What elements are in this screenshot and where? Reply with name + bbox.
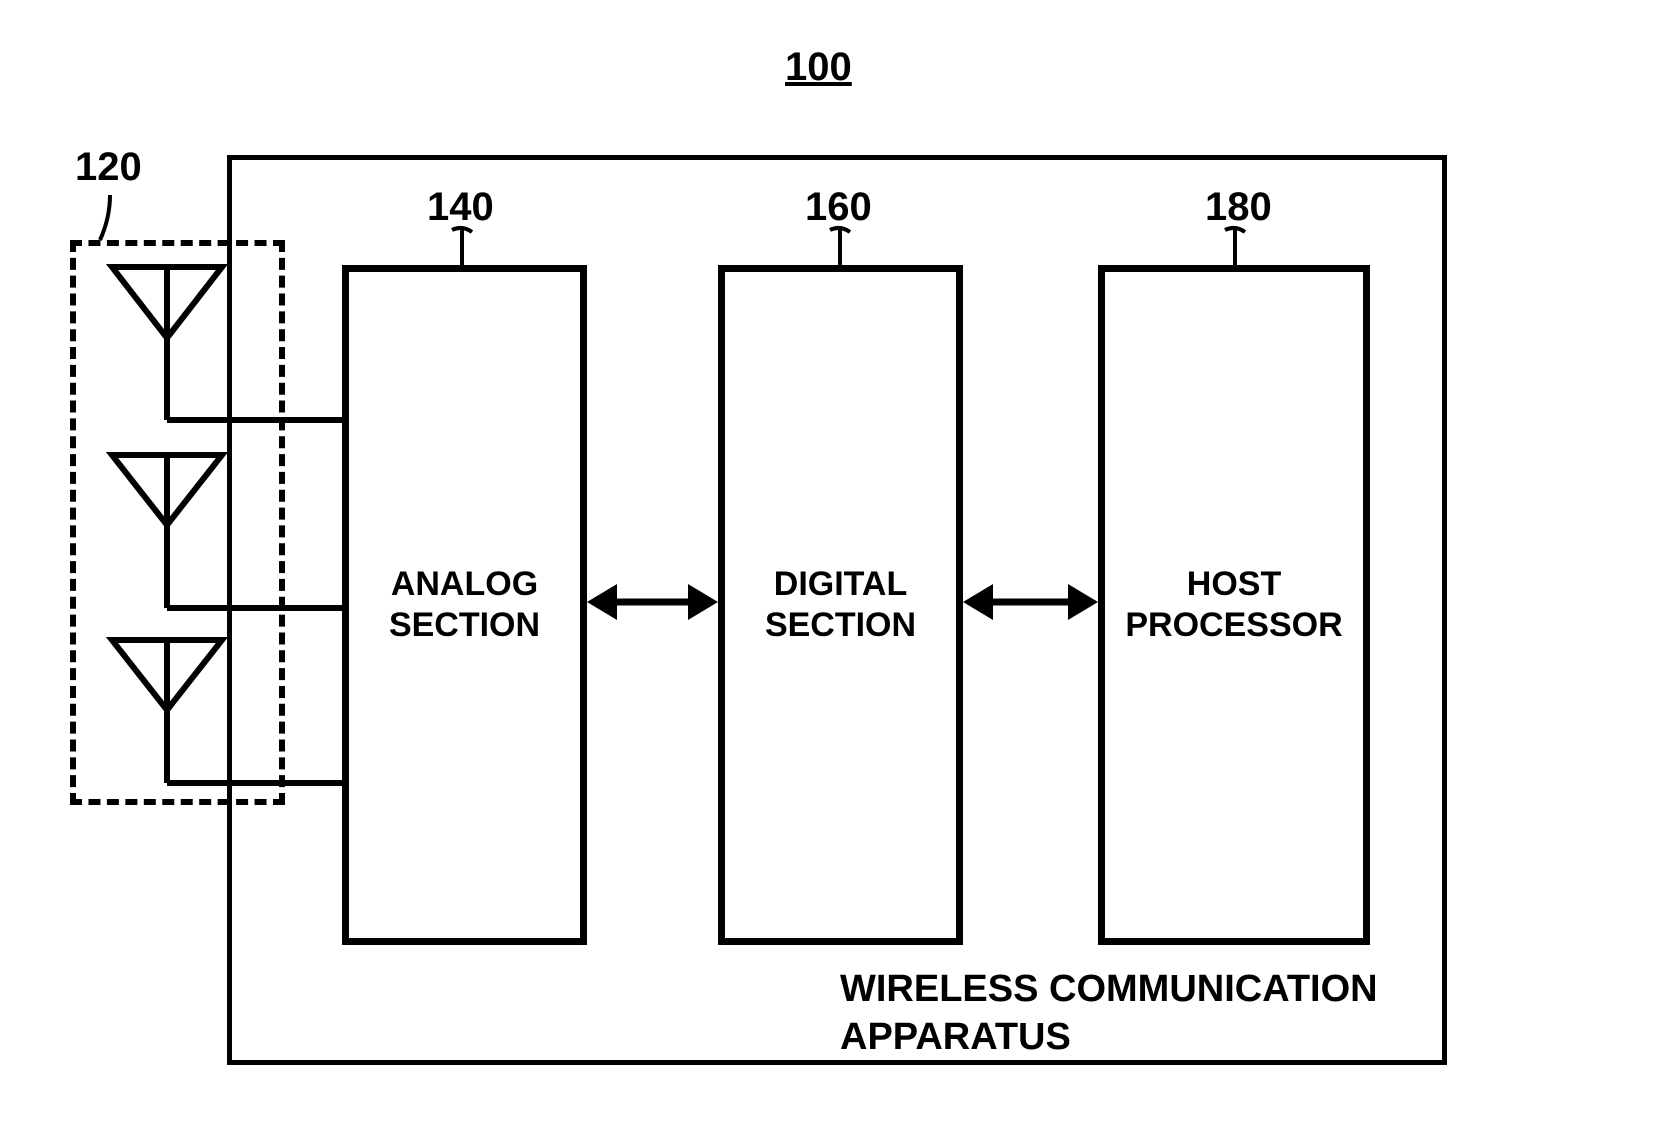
antenna-3-icon (0, 0, 1662, 1148)
apparatus-caption-line1: WIRELESS COMMUNICATION (840, 965, 1378, 1013)
apparatus-caption: WIRELESS COMMUNICATION APPARATUS (840, 965, 1378, 1061)
apparatus-caption-line2: APPARATUS (840, 1013, 1378, 1061)
diagram-canvas: 100 120 140 160 180 [data-name="antenna-… (0, 0, 1662, 1148)
